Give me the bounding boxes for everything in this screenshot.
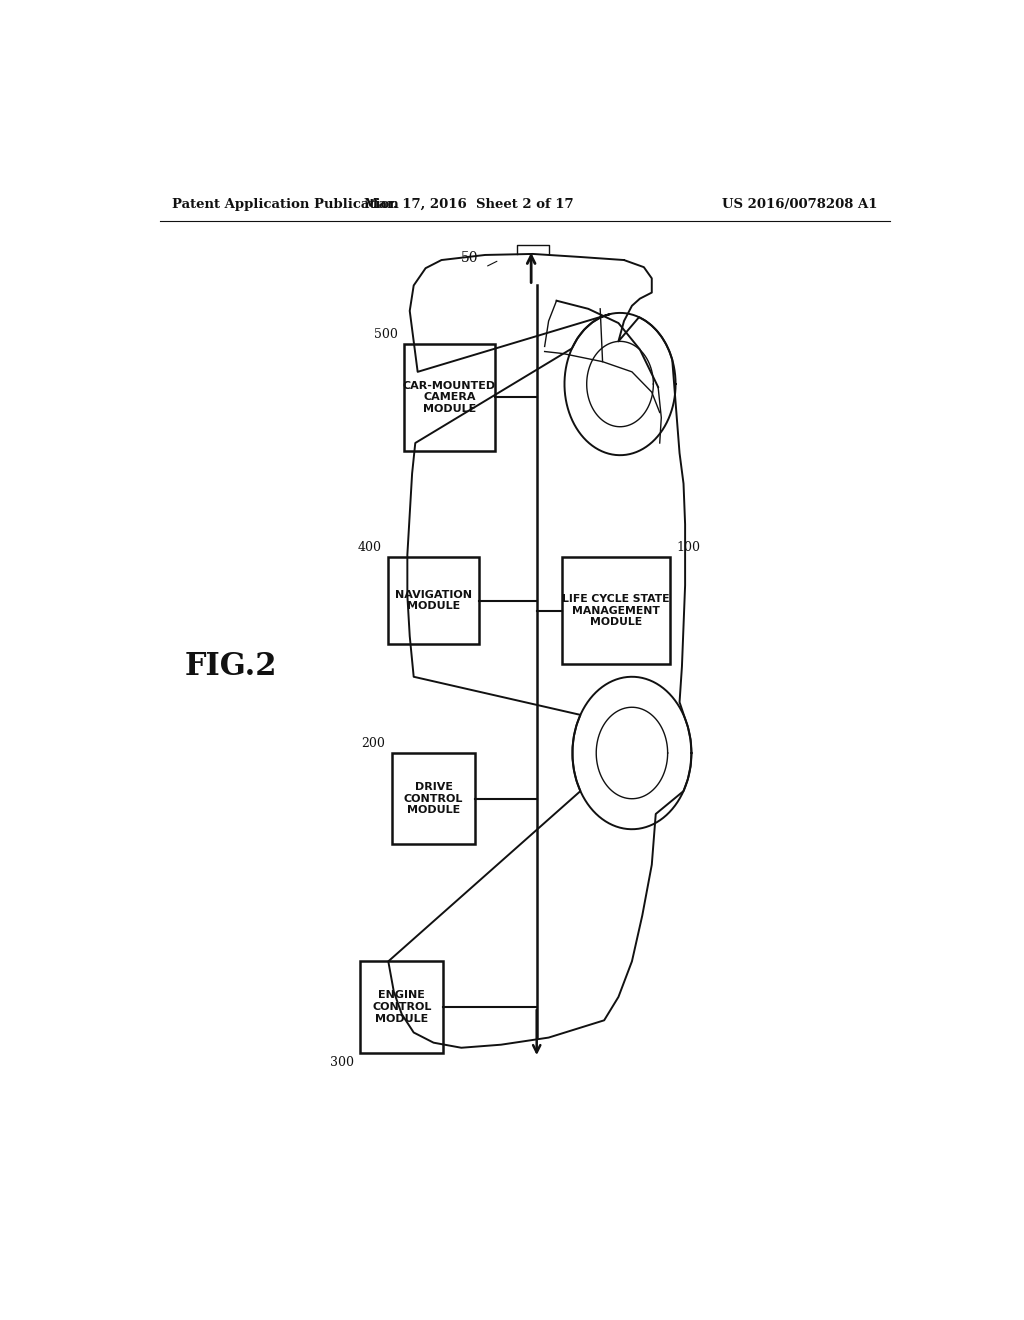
Text: ENGINE
CONTROL
MODULE: ENGINE CONTROL MODULE [372, 990, 431, 1024]
Text: Patent Application Publication: Patent Application Publication [172, 198, 398, 211]
Bar [403, 345, 495, 450]
Text: 200: 200 [361, 737, 385, 750]
Text: US 2016/0078208 A1: US 2016/0078208 A1 [723, 198, 878, 211]
Bar [388, 557, 479, 644]
Text: LIFE CYCLE STATE
MANAGEMENT
MODULE: LIFE CYCLE STATE MANAGEMENT MODULE [562, 594, 670, 627]
Text: 100: 100 [676, 541, 700, 554]
Text: NAVIGATION
MODULE: NAVIGATION MODULE [395, 590, 472, 611]
Text: 500: 500 [374, 327, 397, 341]
Text: Mar. 17, 2016  Sheet 2 of 17: Mar. 17, 2016 Sheet 2 of 17 [365, 198, 574, 211]
Text: DRIVE
CONTROL
MODULE: DRIVE CONTROL MODULE [403, 783, 463, 816]
Text: FIG.2: FIG.2 [185, 651, 278, 682]
Text: 300: 300 [330, 1056, 353, 1069]
Bar [392, 752, 475, 845]
Text: CAR-MOUNTED
CAMERA
MODULE: CAR-MOUNTED CAMERA MODULE [402, 380, 496, 414]
Text: 50: 50 [461, 251, 478, 265]
Text: 400: 400 [357, 541, 382, 554]
Bar [562, 557, 670, 664]
Bar [360, 961, 443, 1053]
